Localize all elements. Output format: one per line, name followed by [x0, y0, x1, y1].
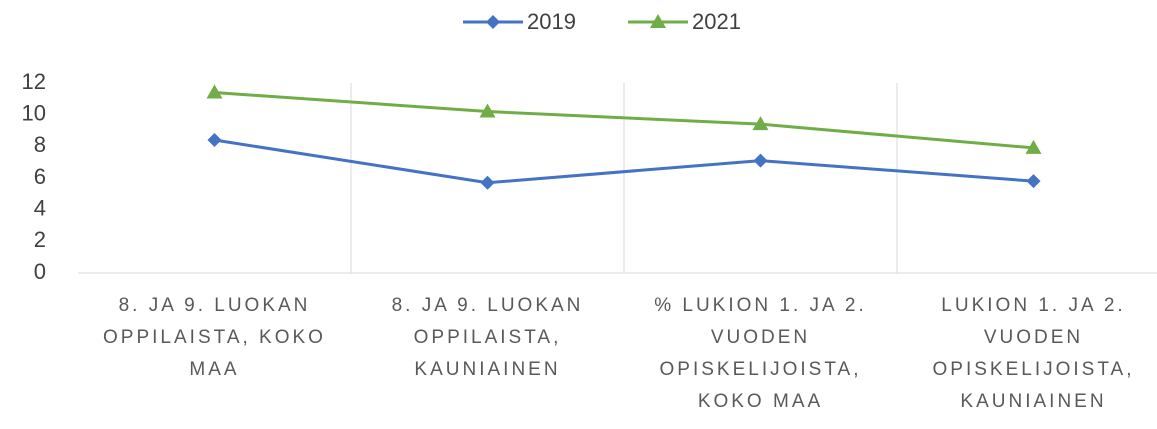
marker [753, 153, 768, 168]
legend-marker [486, 15, 500, 29]
y-tick-label: 12 [22, 69, 46, 94]
marker [206, 84, 223, 99]
marker [480, 175, 495, 190]
y-tick-label: 0 [34, 259, 46, 284]
x-tick-label: LUKION 1. JA 2. VUODEN OPISKELIJOISTA, K… [932, 295, 1135, 412]
y-tick-label: 8 [34, 132, 46, 157]
legend-marker [650, 14, 666, 28]
marker [1025, 139, 1042, 154]
x-tick-label: 8. JA 9. LUOKAN OPPILAISTA, KAUNIAINEN [391, 295, 584, 380]
marker [479, 103, 496, 118]
x-tick-label: 8. JA 9. LUOKAN OPPILAISTA, KOKO MAA [103, 295, 326, 380]
y-tick-label: 10 [22, 100, 46, 125]
marker [1026, 174, 1041, 189]
series-line [214, 138, 1034, 185]
marker [207, 133, 222, 147]
y-tick-label: 2 [34, 227, 46, 252]
y-tick-label: 6 [34, 164, 46, 189]
legend-label: 2021 [692, 9, 741, 34]
marker [752, 116, 769, 131]
series-line [214, 91, 1034, 150]
y-tick-label: 4 [34, 195, 46, 220]
x-tick-label: % LUKION 1. JA 2. VUODEN OPISKELIJOISTA,… [654, 295, 867, 412]
legend-label: 2019 [527, 9, 576, 34]
